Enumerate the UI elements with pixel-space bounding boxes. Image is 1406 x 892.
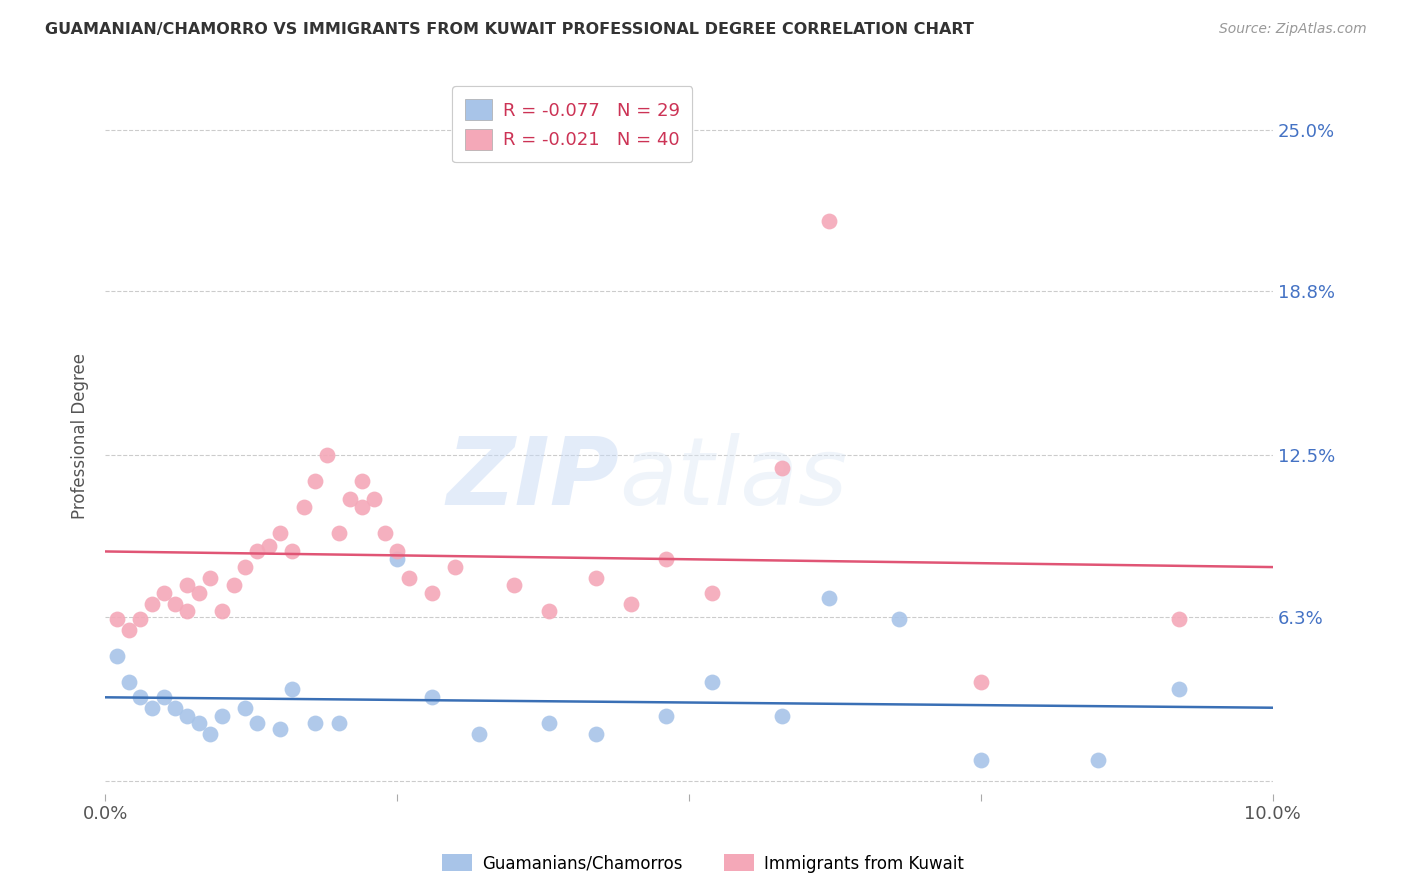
Point [1087, 753, 1109, 767]
Point [176, 578, 198, 592]
Point [374, 526, 396, 541]
Point [269, 526, 291, 541]
Text: GUAMANIAN/CHAMORRO VS IMMIGRANTS FROM KUWAIT PROFESSIONAL DEGREE CORRELATION CHA: GUAMANIAN/CHAMORRO VS IMMIGRANTS FROM KU… [45, 22, 974, 37]
Point [385, 544, 408, 558]
Text: Source: ZipAtlas.com: Source: ZipAtlas.com [1219, 22, 1367, 37]
Point [233, 560, 256, 574]
Point [398, 570, 420, 584]
Legend: R = -0.077   N = 29, R = -0.021   N = 40: R = -0.077 N = 29, R = -0.021 N = 40 [453, 87, 692, 162]
Point [537, 716, 560, 731]
Point [444, 560, 467, 574]
Point [352, 474, 374, 488]
Point [152, 690, 174, 705]
Point [105, 648, 128, 663]
Point [502, 578, 524, 592]
Point [339, 492, 361, 507]
Point [1168, 612, 1191, 626]
Point [141, 597, 163, 611]
Point [304, 474, 326, 488]
Point [585, 570, 607, 584]
Y-axis label: Professional Degree: Professional Degree [72, 352, 89, 518]
Point [328, 716, 350, 731]
Point [269, 722, 291, 736]
Point [585, 727, 607, 741]
Point [363, 492, 385, 507]
Point [970, 753, 993, 767]
Point [257, 539, 280, 553]
Point [970, 674, 993, 689]
Point [420, 690, 443, 705]
Point [702, 674, 724, 689]
Point [200, 727, 222, 741]
Point [233, 700, 256, 714]
Point [129, 690, 152, 705]
Point [222, 578, 245, 592]
Point [200, 570, 222, 584]
Point [654, 552, 676, 566]
Point [176, 708, 198, 723]
Point [654, 708, 676, 723]
Point [770, 461, 793, 475]
Point [165, 597, 187, 611]
Point [316, 448, 339, 462]
Point [770, 708, 793, 723]
Point [818, 213, 841, 227]
Point [702, 586, 724, 600]
Point [292, 500, 315, 515]
Text: ZIP: ZIP [446, 433, 619, 524]
Point [211, 708, 233, 723]
Point [1168, 682, 1191, 697]
Point [187, 716, 209, 731]
Point [129, 612, 152, 626]
Point [304, 716, 326, 731]
Point [246, 716, 269, 731]
Point [385, 552, 408, 566]
Point [352, 500, 374, 515]
Point [187, 586, 209, 600]
Point [246, 544, 269, 558]
Point [328, 526, 350, 541]
Point [468, 727, 491, 741]
Legend: Guamanians/Chamorros, Immigrants from Kuwait: Guamanians/Chamorros, Immigrants from Ku… [436, 847, 970, 880]
Point [152, 586, 174, 600]
Point [117, 623, 139, 637]
Point [176, 604, 198, 618]
Point [211, 604, 233, 618]
Point [818, 591, 841, 606]
Text: atlas: atlas [619, 433, 848, 524]
Point [165, 700, 187, 714]
Point [117, 674, 139, 689]
Point [420, 586, 443, 600]
Point [281, 682, 304, 697]
Point [281, 544, 304, 558]
Point [537, 604, 560, 618]
Point [141, 700, 163, 714]
Point [887, 612, 910, 626]
Point [105, 612, 128, 626]
Point [619, 597, 641, 611]
